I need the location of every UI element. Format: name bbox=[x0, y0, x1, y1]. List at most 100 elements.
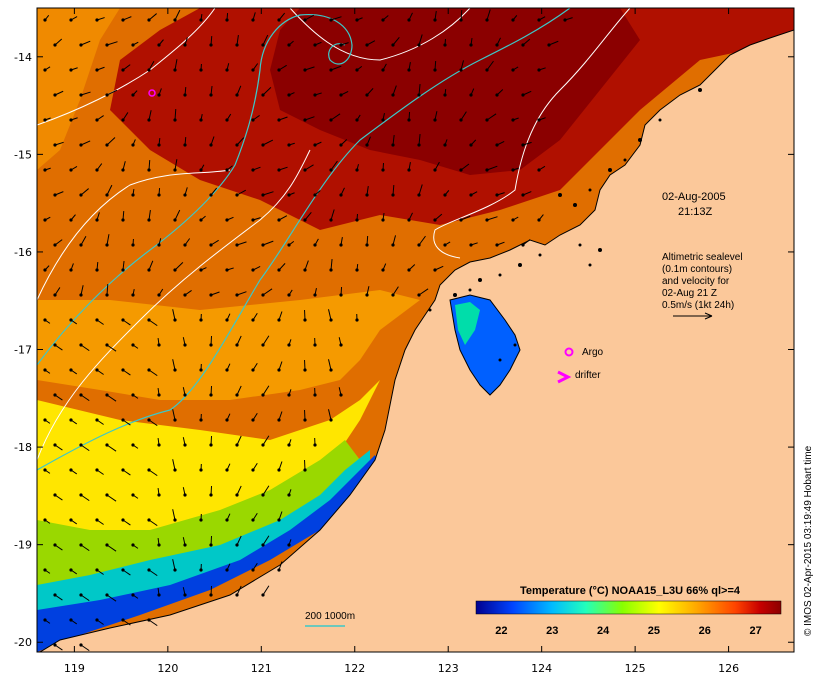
velocity-arrow-base bbox=[121, 568, 125, 572]
velocity-arrow-base bbox=[443, 243, 447, 247]
velocity-arrow-base bbox=[537, 18, 541, 22]
velocity-arrow-base bbox=[287, 543, 291, 547]
velocity-arrow-base bbox=[183, 43, 187, 47]
velocity-arrow bbox=[172, 559, 176, 571]
x-tick-label-7: 126 bbox=[718, 662, 739, 675]
velocity-arrow-base bbox=[43, 618, 47, 622]
velocity-arrow-base bbox=[443, 43, 447, 47]
velocity-arrow-base bbox=[131, 243, 135, 247]
velocity-arrow bbox=[148, 210, 151, 221]
velocity-arrow-base bbox=[251, 268, 255, 272]
velocity-arrow-base bbox=[521, 243, 525, 247]
velocity-arrow-base bbox=[277, 118, 281, 122]
date-line-1: 02-Aug-2005 bbox=[662, 191, 726, 203]
velocity-arrow-base bbox=[313, 293, 317, 297]
velocity-arrow-base bbox=[53, 443, 57, 447]
velocity-arrow-base bbox=[53, 643, 57, 647]
velocity-arrow-base bbox=[329, 368, 333, 372]
velocity-arrow bbox=[262, 288, 273, 296]
velocity-arrow bbox=[330, 65, 342, 71]
velocity-arrow-base bbox=[53, 43, 57, 47]
velocity-arrow bbox=[236, 435, 242, 446]
velocity-arrow-base bbox=[277, 418, 281, 422]
velocity-arrow-base bbox=[183, 193, 187, 197]
velocity-arrow-base bbox=[53, 143, 57, 147]
velocity-arrow-base bbox=[251, 218, 255, 222]
velocity-arrow bbox=[80, 285, 84, 296]
velocity-arrow-base bbox=[433, 218, 437, 222]
velocity-arrow-base bbox=[183, 493, 187, 497]
velocity-arrow-base bbox=[521, 43, 525, 47]
velocity-arrow-base bbox=[53, 243, 57, 247]
velocity-arrow-base bbox=[261, 93, 265, 97]
velocity-arrow-base bbox=[407, 168, 411, 172]
velocity-arrow-base bbox=[43, 318, 47, 322]
velocity-arrow-base bbox=[95, 318, 99, 322]
velocity-arrow-base bbox=[521, 193, 525, 197]
velocity-arrow bbox=[80, 91, 91, 96]
velocity-arrow bbox=[174, 9, 181, 21]
velocity-arrow bbox=[106, 444, 117, 452]
velocity-arrow-base bbox=[147, 418, 151, 422]
velocity-arrow-base bbox=[521, 93, 525, 97]
velocity-arrow-base bbox=[199, 68, 203, 72]
velocity-arrow-base bbox=[209, 143, 213, 147]
velocity-arrow-base bbox=[209, 543, 213, 547]
velocity-arrow-base bbox=[69, 268, 73, 272]
velocity-arrow-base bbox=[79, 393, 83, 397]
velocity-arrow-base bbox=[313, 93, 317, 97]
velocity-arrow-base bbox=[199, 118, 203, 122]
velocity-arrow-base bbox=[121, 318, 125, 322]
velocity-arrow bbox=[148, 260, 154, 271]
velocity-arrow-base bbox=[287, 93, 291, 97]
velocity-arrow-base bbox=[225, 518, 229, 522]
velocity-arrow-base bbox=[131, 43, 135, 47]
velocity-arrow-base bbox=[287, 243, 291, 247]
colorbar-tick-3: 25 bbox=[648, 625, 660, 637]
velocity-arrow bbox=[106, 234, 110, 246]
argo-legend: Argo bbox=[564, 347, 604, 358]
velocity-arrow-base bbox=[251, 168, 255, 172]
velocity-arrow-base bbox=[183, 293, 187, 297]
velocity-arrow-base bbox=[157, 593, 161, 597]
velocity-arrow-base bbox=[365, 93, 369, 97]
velocity-arrow-base bbox=[407, 118, 411, 122]
x-tick-label-4: 123 bbox=[438, 662, 459, 675]
velocity-arrow-base bbox=[209, 343, 213, 347]
velocity-arrow bbox=[236, 335, 242, 346]
velocity-arrow-base bbox=[79, 243, 83, 247]
velocity-arrow-base bbox=[303, 418, 307, 422]
velocity-arrow-base bbox=[303, 468, 307, 472]
velocity-arrow-base bbox=[563, 18, 567, 22]
velocity-arrow-base bbox=[69, 368, 73, 372]
velocity-arrow-base bbox=[121, 218, 125, 222]
velocity-arrow-base bbox=[199, 568, 203, 572]
colorbar: Temperature (°C) NOAA15_L3U 66% ql>=4 22… bbox=[475, 585, 782, 637]
velocity-arrow-base bbox=[131, 193, 135, 197]
velocity-arrow-base bbox=[355, 18, 359, 22]
velocity-arrow-base bbox=[485, 68, 489, 72]
velocity-arrow-base bbox=[225, 468, 229, 472]
king-sound-inner bbox=[455, 302, 480, 345]
velocity-arrow-base bbox=[131, 543, 135, 547]
velocity-arrow bbox=[106, 494, 117, 502]
velocity-arrow-base bbox=[95, 418, 99, 422]
velocity-arrow-base bbox=[287, 493, 291, 497]
velocity-arrow-base bbox=[131, 343, 135, 347]
velocity-arrow-base bbox=[261, 443, 265, 447]
velocity-arrow-base bbox=[209, 93, 213, 97]
velocity-arrow-base bbox=[105, 143, 109, 147]
velocity-arrow-base bbox=[69, 118, 73, 122]
velocity-arrow-base bbox=[209, 593, 213, 597]
colorbar-tick-0: 22 bbox=[495, 625, 507, 637]
islands bbox=[428, 88, 702, 362]
velocity-arrow-base bbox=[95, 168, 99, 172]
velocity-arrow bbox=[460, 215, 471, 221]
velocity-arrow-base bbox=[277, 568, 281, 572]
sst-cyan-band bbox=[37, 450, 370, 630]
velocity-arrow-base bbox=[69, 418, 73, 422]
velocity-arrow-base bbox=[53, 543, 57, 547]
velocity-arrow bbox=[148, 469, 158, 477]
velocity-arrow-base bbox=[225, 68, 229, 72]
velocity-arrow-base bbox=[105, 93, 109, 97]
